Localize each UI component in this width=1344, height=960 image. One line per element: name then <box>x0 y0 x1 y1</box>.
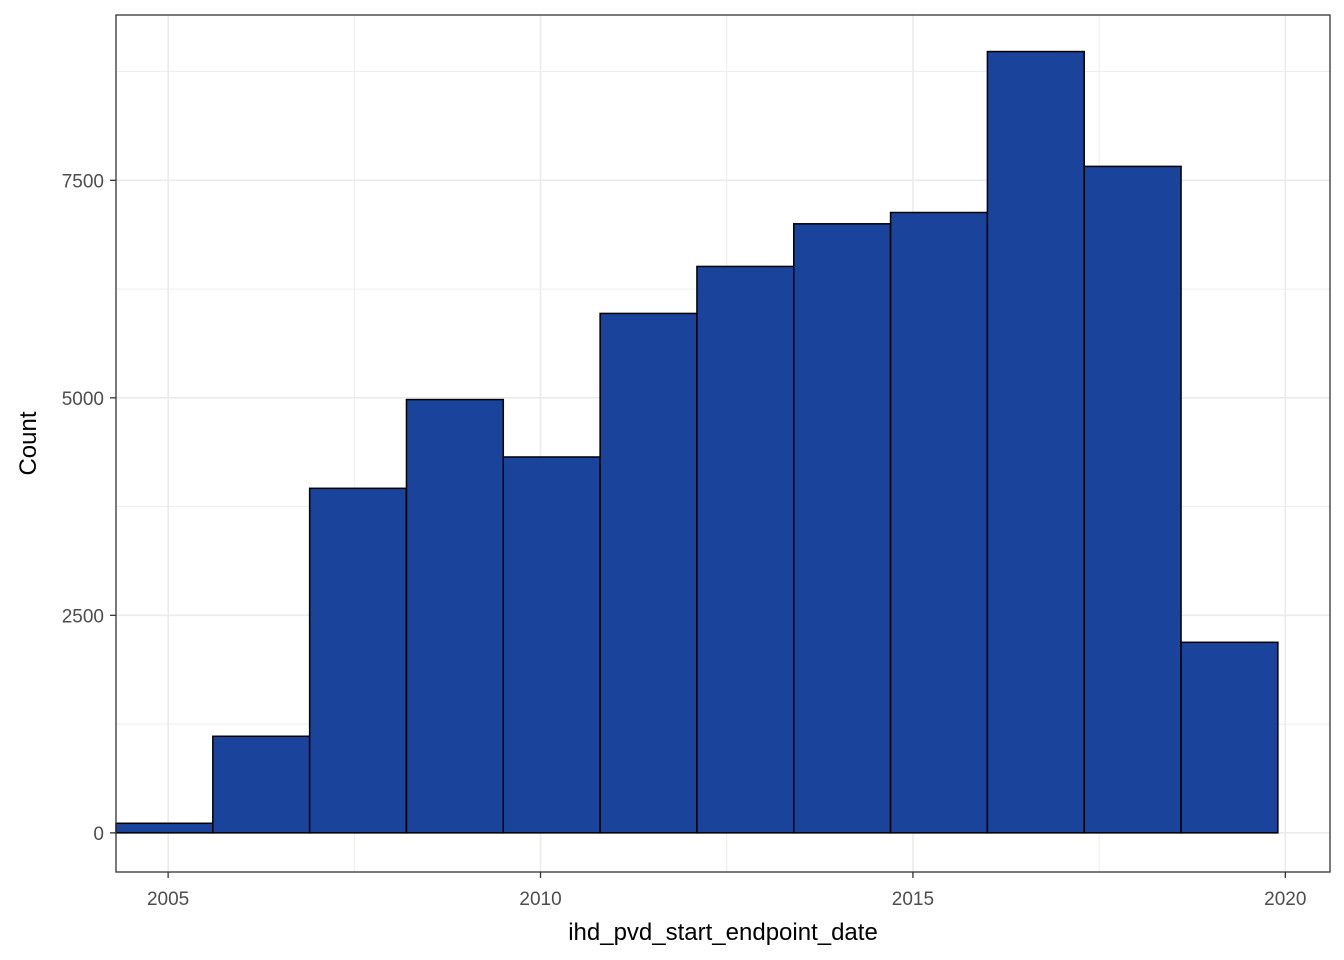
histogram-bar <box>1180 641 1279 834</box>
histogram-bar <box>696 265 795 834</box>
histogram-bar <box>889 211 989 834</box>
y-tick-label: 7500 <box>62 171 104 192</box>
y-axis-title: Count <box>15 411 42 475</box>
histogram-bar <box>115 822 214 834</box>
y-axis: 0 2500 5000 7500 <box>62 171 116 845</box>
histogram-bar <box>599 312 698 834</box>
histogram-bars <box>115 50 1279 834</box>
y-tick-label: 0 <box>93 824 104 845</box>
histogram-bar <box>212 735 311 834</box>
x-tick-label: 2005 <box>147 889 189 910</box>
x-axis: 2005 2010 2015 2020 <box>147 872 1306 910</box>
x-tick-label: 2010 <box>519 889 561 910</box>
histogram-bar <box>502 456 601 834</box>
x-tick-label: 2015 <box>892 889 934 910</box>
x-tick-label: 2020 <box>1264 889 1306 910</box>
histogram-bar <box>986 50 1085 834</box>
y-tick-label: 5000 <box>62 389 104 410</box>
x-axis-title: ihd_pvd_start_endpoint_date <box>568 919 878 946</box>
histogram-bar <box>1083 165 1182 834</box>
histogram-bar <box>308 487 408 834</box>
histogram-bar <box>405 398 505 834</box>
y-tick-label: 2500 <box>62 606 104 627</box>
panel-border <box>115 14 1331 873</box>
histogram-bar <box>793 223 892 834</box>
